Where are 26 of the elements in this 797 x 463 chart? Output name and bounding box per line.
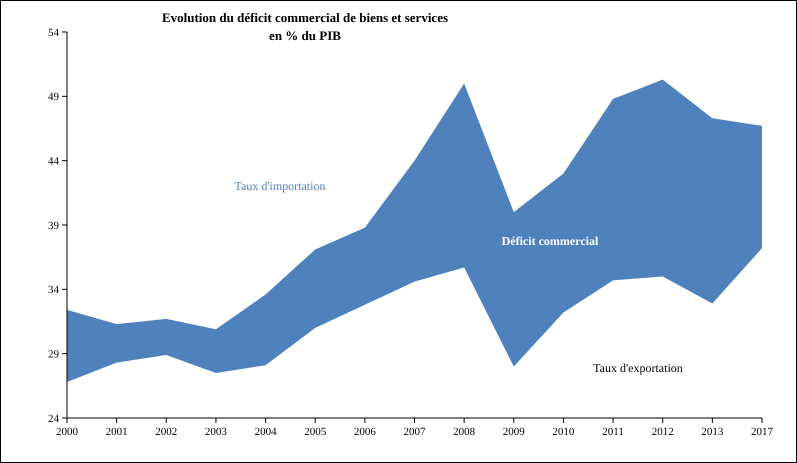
x-tick-label: 2012 [652,426,674,438]
x-tick-label: 2003 [204,426,228,438]
x-tick-label: 2009 [502,426,526,438]
x-tick-label: 2004 [254,426,278,438]
x-tick-label: 2017 [751,426,774,438]
x-tick-label: 2010 [552,426,575,438]
x-tick-label: 2000 [56,426,78,438]
y-tick-label: 39 [48,220,60,232]
y-tick-label: 44 [48,156,60,168]
y-tick-label: 54 [48,26,60,39]
x-tick-label: 2005 [304,426,327,438]
x-tick-label: 2002 [155,426,178,438]
y-tick-label: 24 [48,412,60,425]
x-tick-label: 2007 [404,426,426,438]
x-tick-label: 2001 [106,426,128,438]
y-tick-label: 29 [48,348,60,361]
y-tick-label: 49 [48,91,60,104]
annotation: Déficit commercial [502,234,600,248]
series-label: Taux d'exportation [593,361,683,375]
x-tick-label: 2011 [602,426,624,438]
x-tick-label: 2008 [453,426,476,438]
text: Taux d'importation [234,179,326,193]
x-tick-label: 2013 [701,426,724,438]
chart-title: Evolution du déficit commercial de biens et services en % du PIB [162,10,448,43]
x-tick-label: 2006 [354,426,376,438]
y-tick-label: 34 [48,284,60,296]
